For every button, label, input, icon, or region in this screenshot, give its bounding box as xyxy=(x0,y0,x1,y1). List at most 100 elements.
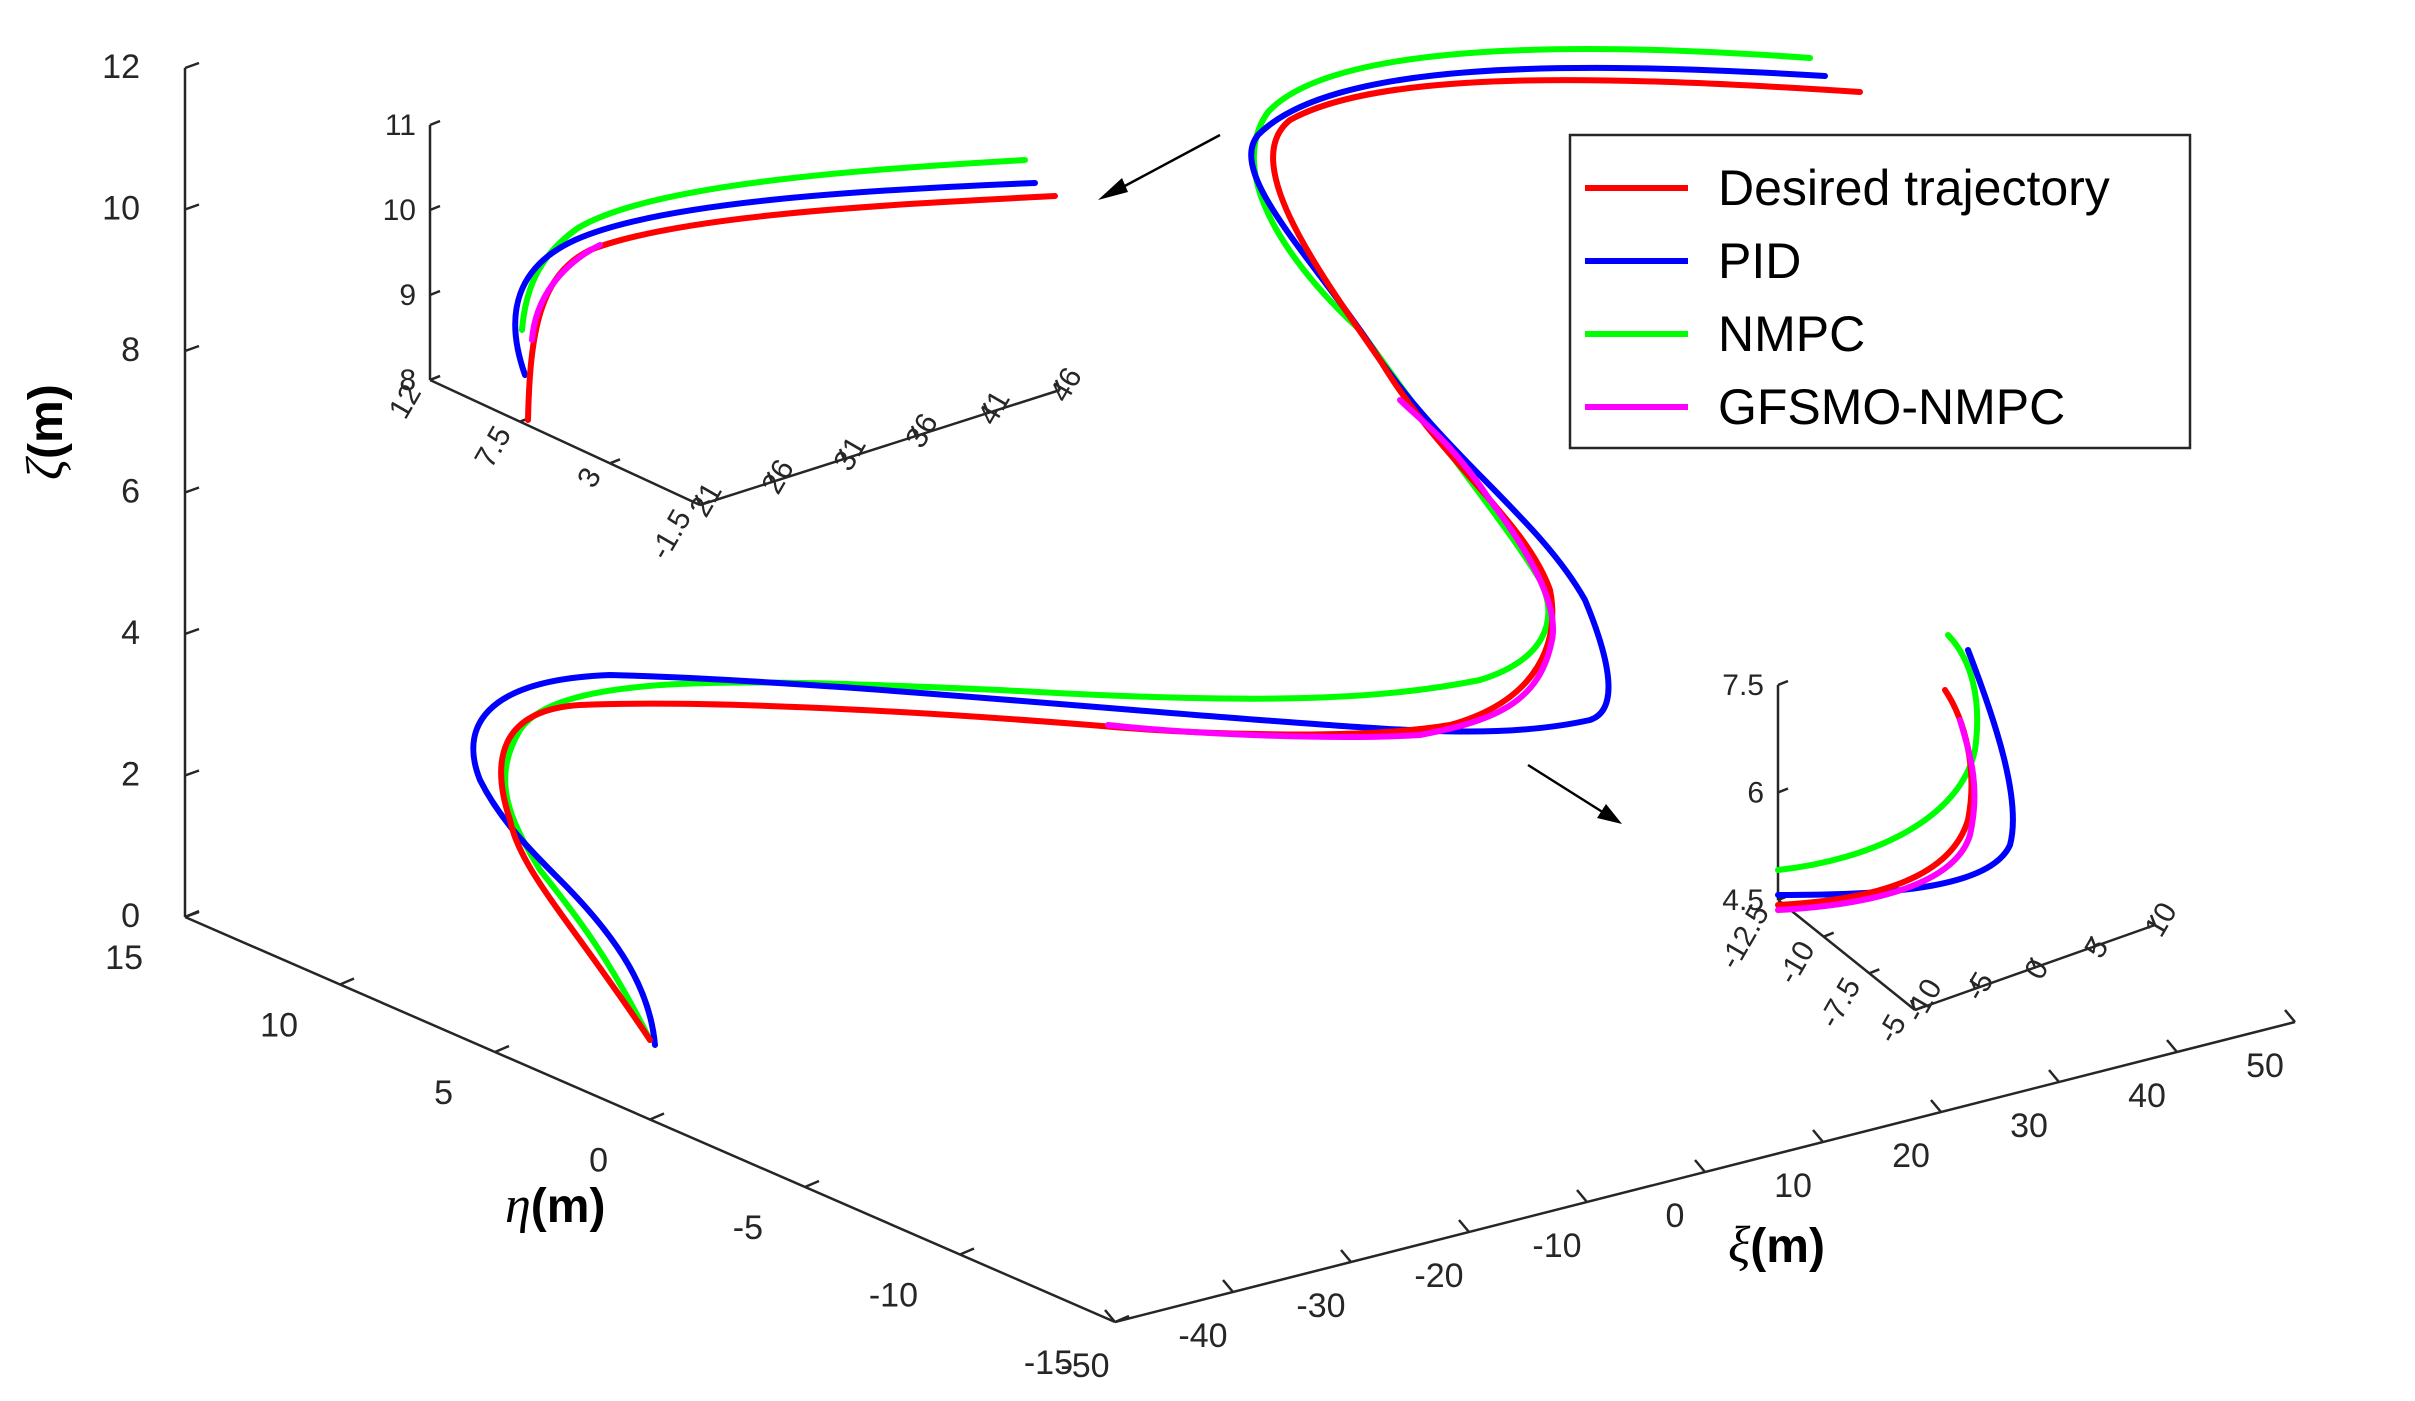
inset-z-tick-label: 6 xyxy=(1747,777,1764,810)
inset-series-nmpc xyxy=(519,157,1028,333)
z-tick xyxy=(184,769,200,777)
z-tick xyxy=(184,627,200,636)
inset-x-tick-label: 31 xyxy=(827,431,872,476)
inset-y-axis xyxy=(1777,899,1916,1011)
inset-x-tick-label: -5 xyxy=(1958,967,2000,1007)
x-tick-label: 40 xyxy=(2128,1077,2166,1115)
x-tick xyxy=(1458,1219,1470,1233)
arrow-head-lower xyxy=(1597,804,1622,824)
inset-z-tick-label: 11 xyxy=(385,109,416,142)
inset-x-tick xyxy=(1054,379,1062,391)
y-tick-label: -10 xyxy=(869,1277,918,1315)
inset-z-tick xyxy=(429,289,441,297)
inset-y-tick xyxy=(429,374,441,382)
legend-label: NMPC xyxy=(1718,306,1865,362)
inset-x-tick xyxy=(766,471,774,483)
inset-z-tick xyxy=(1777,787,1789,794)
y-axis-label: η(m) xyxy=(505,1177,605,1234)
inset-y-tick xyxy=(1823,931,1835,938)
x-tick xyxy=(2166,1039,2178,1053)
inset-series-gfsmo-nmpc xyxy=(1775,717,1978,913)
x-tick xyxy=(1104,1309,1116,1323)
x-tick-label: 30 xyxy=(2010,1107,2048,1145)
inset-x-tick xyxy=(1909,999,1917,1011)
inset-series-pid xyxy=(1775,647,2016,898)
inset-y-tick xyxy=(1868,968,1880,975)
axis-labels: ζ(m) η(m) ξ(m) xyxy=(17,384,1825,1274)
y-tick xyxy=(649,1112,665,1121)
inset-y-tick-label: 3 xyxy=(571,462,608,493)
x-tick-label: -20 xyxy=(1414,1257,1463,1295)
inset-x-tick xyxy=(2149,914,2157,926)
x-tick xyxy=(2284,1009,2296,1023)
inset-z-tick-label: 10 xyxy=(383,194,416,227)
inset-x-tick-label: 36 xyxy=(899,408,944,453)
inset-z-tick-label: 7.5 xyxy=(1722,669,1764,702)
y-tick-label: 15 xyxy=(105,939,143,977)
main-trajectories xyxy=(470,46,1863,1048)
inset-y-tick xyxy=(699,499,711,507)
series-desired-trajectory xyxy=(498,77,1863,1043)
x-tick xyxy=(1576,1189,1588,1203)
z-tick xyxy=(184,61,200,70)
inset-y-tick-label: -10 xyxy=(1771,936,1821,990)
inset-z-tick xyxy=(1777,679,1789,687)
inset-z-tick xyxy=(429,119,441,127)
inset-series-gfsmo-nmpc xyxy=(529,242,603,343)
x-tick-label: -40 xyxy=(1178,1317,1227,1355)
arrow-head-upper xyxy=(1098,178,1128,200)
inset-y-tick xyxy=(609,458,621,465)
y-tick-label: 10 xyxy=(260,1007,298,1045)
x-tick-label: 0 xyxy=(1666,1197,1685,1235)
x-tick-label: -50 xyxy=(1060,1347,1109,1385)
inset-y-tick-label: 7.5 xyxy=(469,421,518,474)
x-tick xyxy=(1694,1159,1706,1173)
inset-x-tick xyxy=(1969,978,1977,990)
inset-x-tick-label: 46 xyxy=(1043,362,1088,407)
y-tick xyxy=(184,909,200,919)
inset-z-tick-label: 4.5 xyxy=(1722,884,1764,917)
inset-z-tick-label: 9 xyxy=(399,279,416,312)
y-tick xyxy=(1114,1314,1130,1324)
y-tick-label: 5 xyxy=(434,1074,453,1112)
x-tick xyxy=(1340,1249,1352,1263)
y-tick xyxy=(339,977,355,986)
legend-label: PID xyxy=(1718,233,1801,289)
x-tick xyxy=(2048,1069,2060,1083)
arrow-to-lower-inset xyxy=(1527,763,1613,820)
inset-x-tick-label: 10 xyxy=(2138,897,2183,942)
x-tick-label: -30 xyxy=(1296,1287,1345,1325)
y-tick-label: -5 xyxy=(733,1209,763,1247)
legend: Desired trajectory PID NMPC GFSMO-NMPC xyxy=(1568,133,2192,450)
inset-x-tick xyxy=(838,448,846,460)
legend-label: GFSMO-NMPC xyxy=(1718,379,2065,435)
z-tick-label: 8 xyxy=(121,331,140,369)
series-gfsmo-nmpc xyxy=(1105,397,1557,740)
x-tick-label: -10 xyxy=(1532,1227,1581,1265)
z-tick-label: 0 xyxy=(121,897,140,935)
x-tick-label: 20 xyxy=(1892,1137,1930,1175)
main-axes: 024681012151050-5-10-15-50-40-30-20-1001… xyxy=(102,48,2296,1385)
inset-x-axis xyxy=(699,388,1061,507)
arrow-to-upper-inset xyxy=(1107,133,1221,197)
inset-y-axis xyxy=(429,378,701,507)
inset-x-tick-label: 5 xyxy=(2078,933,2115,964)
inset-x-tick-label: 0 xyxy=(2018,954,2055,985)
inset-series-pid xyxy=(512,180,1038,378)
x-tick xyxy=(1812,1129,1824,1143)
inset-x-tick xyxy=(910,425,918,437)
x-axis-label: ξ(m) xyxy=(1728,1217,1825,1274)
x-tick-label: 50 xyxy=(2246,1047,2284,1085)
inset-x-tick xyxy=(982,402,990,414)
z-tick xyxy=(184,344,200,353)
inset-y-tick xyxy=(1914,1004,1926,1012)
inset-x-tick-label: 41 xyxy=(971,385,1016,430)
z-tick xyxy=(184,203,200,211)
y-tick xyxy=(494,1044,510,1054)
inset-z-tick-label: 8 xyxy=(399,364,416,397)
y-tick-label: -15 xyxy=(1024,1344,1073,1382)
x-tick xyxy=(1222,1279,1234,1293)
z-axis-label: ζ(m) xyxy=(17,384,74,480)
